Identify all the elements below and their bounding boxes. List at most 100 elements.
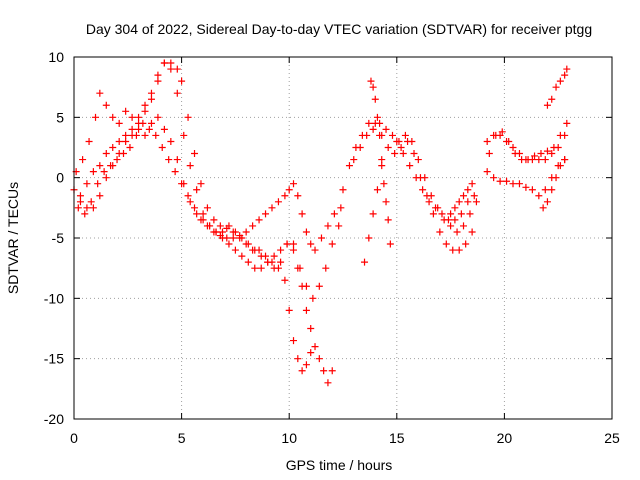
data-point (244, 258, 252, 266)
data-point (509, 144, 517, 151)
data-point (460, 222, 468, 230)
data-point (122, 107, 130, 115)
data-point (197, 216, 205, 224)
data-point (262, 210, 270, 218)
x-tick-label: 0 (70, 430, 78, 446)
data-point (302, 282, 310, 290)
data-point (464, 186, 472, 194)
x-tick-label: 10 (281, 430, 297, 446)
data-point (376, 131, 384, 139)
data-point (94, 180, 102, 188)
data-point (561, 71, 569, 79)
data-point (135, 125, 143, 133)
data-point (311, 343, 319, 351)
data-point (218, 228, 226, 236)
data-point (285, 186, 293, 194)
data-point (294, 355, 302, 363)
data-point (257, 264, 265, 272)
data-point (556, 77, 564, 85)
data-point (281, 192, 289, 200)
data-point (444, 216, 452, 224)
data-point (122, 131, 130, 139)
data-point (539, 204, 547, 212)
data-point (393, 137, 401, 145)
data-point (197, 180, 205, 188)
data-point (296, 264, 304, 272)
data-point (141, 101, 149, 109)
data-point (298, 367, 306, 375)
data-point (373, 113, 381, 121)
grid-lines (74, 57, 612, 419)
data-point (324, 379, 332, 387)
data-point (485, 150, 493, 158)
data-point (535, 156, 543, 164)
data-point (518, 156, 526, 164)
data-point (281, 276, 289, 284)
data-point (307, 349, 315, 357)
data-point (285, 306, 293, 314)
y-axis-label: SDTVAR / TECUs (5, 182, 21, 294)
data-point (274, 198, 282, 206)
data-point (483, 137, 491, 145)
data-point (350, 156, 358, 164)
data-point (380, 180, 388, 188)
data-point (87, 198, 95, 206)
data-point (369, 83, 377, 91)
series-10 (483, 156, 569, 200)
data-point (277, 258, 285, 266)
data-point (242, 228, 250, 236)
data-point (432, 204, 440, 212)
data-point (191, 150, 199, 158)
data-point (141, 107, 149, 115)
data-point (563, 119, 571, 127)
data-point (410, 150, 418, 158)
data-point (92, 113, 100, 121)
series-14 (543, 65, 571, 109)
data-point (462, 240, 470, 248)
data-point (401, 131, 409, 139)
data-point (408, 137, 416, 145)
data-point (505, 137, 513, 145)
data-point (154, 71, 162, 79)
data-point (453, 228, 461, 236)
data-point (397, 144, 405, 151)
data-point (283, 240, 291, 248)
data-point (255, 216, 263, 224)
data-point (468, 180, 476, 188)
data-point (384, 216, 392, 224)
data-point (490, 174, 498, 182)
data-point (455, 198, 463, 206)
data-point (317, 234, 325, 242)
data-point (363, 131, 371, 139)
data-point (492, 131, 500, 139)
data-point (154, 77, 162, 85)
data-point (79, 156, 87, 164)
data-point (515, 180, 523, 188)
data-point (541, 186, 549, 194)
data-point (167, 65, 175, 73)
data-point (277, 246, 285, 254)
data-point (522, 183, 530, 191)
data-point (173, 89, 181, 97)
data-point (294, 192, 302, 200)
data-point (141, 131, 149, 139)
data-point (367, 77, 375, 85)
data-point (345, 162, 353, 170)
data-point (126, 144, 134, 151)
data-point (147, 89, 155, 97)
series-1 (72, 89, 336, 387)
data-point (382, 125, 390, 133)
data-point (96, 89, 104, 97)
data-point (550, 144, 558, 151)
series-8 (393, 137, 478, 224)
data-point (298, 210, 306, 218)
data-point (457, 210, 465, 218)
data-point (96, 162, 104, 170)
data-point (328, 367, 336, 375)
data-point (173, 156, 181, 164)
x-tick-label: 15 (389, 430, 405, 446)
data-point (249, 222, 257, 230)
data-point (548, 150, 556, 158)
data-point (451, 216, 459, 224)
data-point (543, 198, 551, 206)
